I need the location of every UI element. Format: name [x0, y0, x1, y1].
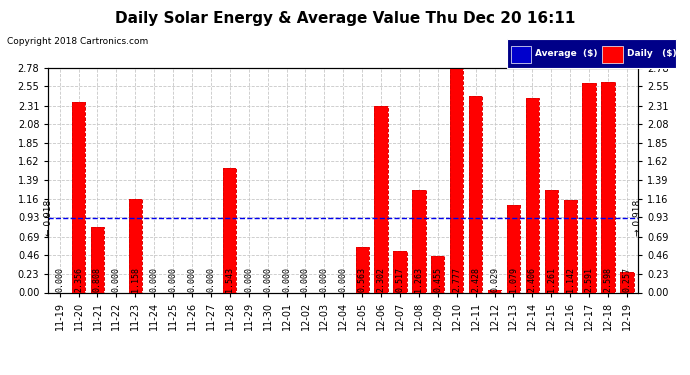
Bar	[602, 82, 615, 292]
Text: 2.591: 2.591	[584, 267, 593, 292]
Text: Daily Solar Energy & Average Value Thu Dec 20 16:11: Daily Solar Energy & Average Value Thu D…	[115, 11, 575, 26]
Text: 0.808: 0.808	[93, 267, 102, 292]
Text: 0.000: 0.000	[206, 267, 215, 292]
Bar	[526, 98, 539, 292]
Bar	[450, 68, 464, 292]
Text: 0.563: 0.563	[357, 267, 366, 292]
Bar	[91, 227, 104, 292]
Bar	[413, 190, 426, 292]
Text: 0.000: 0.000	[55, 267, 64, 292]
Bar	[469, 96, 482, 292]
Text: Daily   ($): Daily ($)	[627, 49, 676, 58]
Bar	[582, 83, 595, 292]
Bar	[223, 168, 237, 292]
Text: 0.000: 0.000	[150, 267, 159, 292]
Bar	[469, 96, 482, 292]
Bar	[582, 83, 595, 292]
Text: 0.455: 0.455	[433, 267, 442, 292]
Text: 1.261: 1.261	[546, 267, 555, 292]
Bar	[526, 98, 539, 292]
Text: 0.000: 0.000	[168, 267, 177, 292]
Text: 0.029: 0.029	[490, 267, 499, 292]
Bar	[450, 68, 464, 292]
Text: 2.356: 2.356	[74, 267, 83, 292]
Bar	[564, 200, 577, 292]
Bar	[128, 199, 142, 292]
Bar	[602, 82, 615, 292]
Text: 2.406: 2.406	[528, 267, 537, 292]
Bar	[355, 247, 368, 292]
Bar	[431, 256, 444, 292]
Text: 0.000: 0.000	[244, 267, 253, 292]
Bar	[488, 290, 501, 292]
Bar	[91, 227, 104, 292]
Text: 0.000: 0.000	[282, 267, 291, 292]
Text: 0.517: 0.517	[395, 267, 404, 292]
Text: 2.302: 2.302	[377, 267, 386, 292]
Text: Average  ($): Average ($)	[535, 49, 598, 58]
Bar	[355, 247, 368, 292]
Text: 1.263: 1.263	[415, 267, 424, 292]
Bar	[375, 106, 388, 292]
Bar	[544, 190, 558, 292]
Bar	[128, 199, 142, 292]
Text: ← 0.918: ← 0.918	[44, 200, 53, 236]
Bar	[375, 106, 388, 292]
Text: 0.257: 0.257	[622, 267, 631, 292]
Text: 0.000: 0.000	[301, 267, 310, 292]
Bar	[488, 290, 501, 292]
Bar	[544, 190, 558, 292]
Text: 2.428: 2.428	[471, 267, 480, 292]
Text: 2.598: 2.598	[604, 267, 613, 292]
Bar	[413, 190, 426, 292]
Bar	[564, 200, 577, 292]
Bar	[393, 251, 406, 292]
Bar	[507, 205, 520, 292]
Text: 0.000: 0.000	[263, 267, 272, 292]
Bar	[620, 272, 633, 292]
Text: 1.142: 1.142	[566, 267, 575, 292]
Text: 0.000: 0.000	[339, 267, 348, 292]
Bar	[72, 102, 85, 292]
Text: 1.079: 1.079	[509, 267, 518, 292]
Text: 1.158: 1.158	[131, 267, 140, 292]
Bar	[72, 102, 85, 292]
Text: → 0.918: → 0.918	[633, 200, 642, 236]
Bar	[620, 272, 633, 292]
Text: 0.000: 0.000	[320, 267, 329, 292]
Text: 0.000: 0.000	[112, 267, 121, 292]
Text: 1.543: 1.543	[226, 267, 235, 292]
Bar	[223, 168, 237, 292]
Text: 0.000: 0.000	[188, 267, 197, 292]
Bar	[507, 205, 520, 292]
Text: 2.777: 2.777	[452, 267, 461, 292]
Bar	[431, 256, 444, 292]
Bar	[393, 251, 406, 292]
Text: Copyright 2018 Cartronics.com: Copyright 2018 Cartronics.com	[7, 38, 148, 46]
